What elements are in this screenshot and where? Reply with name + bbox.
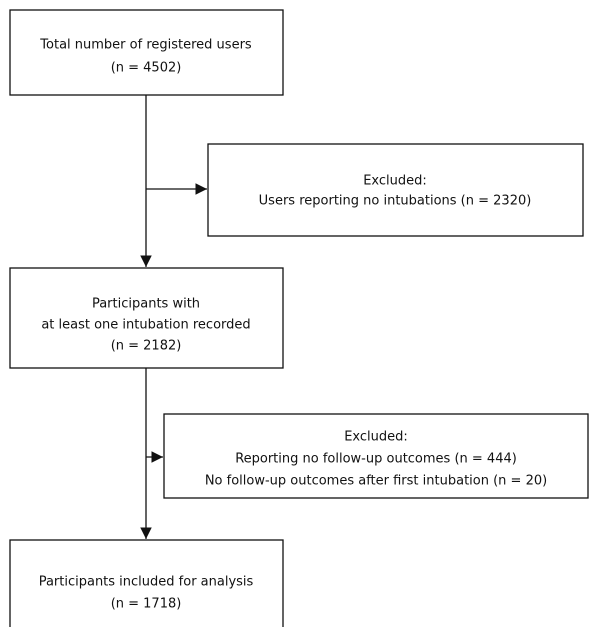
box — [9, 539, 284, 627]
box-text: (n = 2182) — [111, 339, 182, 354]
box-text: No follow-up outcomes after first intuba… — [205, 474, 547, 489]
box-text: (n = 4502) — [111, 61, 182, 76]
box-text: Users reporting no intubations (n = 2320… — [259, 194, 532, 209]
box — [207, 143, 584, 237]
box — [9, 267, 284, 369]
box-text: Participants included for analysis — [39, 575, 254, 590]
box — [163, 413, 589, 499]
box-text: (n = 1718) — [111, 597, 182, 612]
box-text: Participants with — [92, 297, 200, 312]
box-text: Excluded: — [363, 174, 427, 189]
box-text: at least one intubation recorded — [41, 318, 250, 333]
box-text: Total number of registered users — [39, 38, 252, 53]
box-text: Excluded: — [344, 430, 408, 445]
box-text: Reporting no follow-up outcomes (n = 444… — [235, 452, 517, 467]
box — [9, 9, 284, 96]
